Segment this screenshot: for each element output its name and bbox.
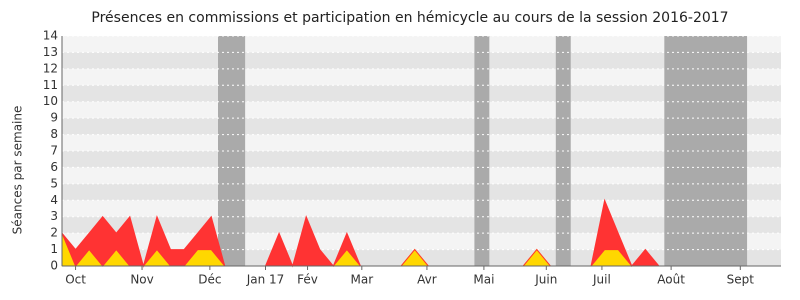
x-tick-label: Juin: [534, 273, 557, 287]
y-tick-label: 4: [50, 193, 58, 207]
y-tick-label: 2: [50, 226, 58, 240]
vacation-band: [474, 36, 490, 266]
x-tick-label: Déc: [198, 273, 221, 287]
y-tick-label: 3: [50, 209, 58, 223]
y-tick-label: 1: [50, 242, 58, 256]
y-tick-label: 12: [43, 61, 58, 75]
y-tick-label: 8: [50, 127, 58, 141]
y-axis-label: Séances par semaine: [11, 106, 25, 235]
y-tick-label: 13: [43, 45, 58, 59]
y-tick-label: 5: [50, 176, 58, 190]
vacation-band: [664, 36, 748, 266]
y-tick-label: 7: [50, 144, 58, 158]
x-tick-label: Août: [657, 273, 685, 287]
x-tick-label: Mai: [473, 273, 494, 287]
x-tick-label: Fév: [297, 273, 318, 287]
chart-title: Présences en commissions et participatio…: [91, 10, 728, 26]
y-tick-label: 9: [50, 111, 58, 125]
x-tick-label: Nov: [130, 273, 153, 287]
y-tick-label: 11: [43, 78, 58, 92]
x-tick-label: Sept: [727, 273, 755, 287]
x-tick-label: Oct: [65, 273, 86, 287]
x-tick-label: Avr: [417, 273, 437, 287]
y-tick-label: 14: [43, 29, 58, 43]
y-tick-label: 0: [50, 259, 58, 273]
y-tick-label: 10: [43, 94, 58, 108]
x-tick-label: Juil: [592, 273, 611, 287]
x-tick-label: Jan 17: [246, 273, 285, 287]
y-tick-label: 6: [50, 160, 58, 174]
x-tick-label: Mar: [350, 273, 373, 287]
